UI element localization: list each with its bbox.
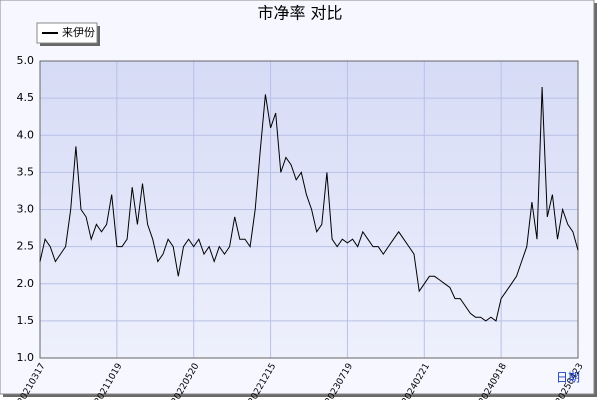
chart-title: 市净率 对比	[257, 4, 342, 23]
plot-border	[39, 60, 579, 359]
y-tick-label: 3.5	[17, 165, 35, 178]
y-tick-label: 2.5	[17, 240, 35, 253]
y-tick-label: 5.0	[17, 54, 35, 67]
line-series	[39, 86, 579, 322]
legend-box	[36, 22, 98, 44]
y-tick-label: 2.0	[17, 277, 35, 290]
x-axis-label: 日期	[556, 371, 580, 385]
y-tick-label: 3.0	[17, 203, 35, 216]
y-tick-label: 1.5	[17, 314, 35, 327]
legend-label: 来伊份	[62, 26, 95, 39]
y-tick-label: 4.5	[17, 91, 35, 104]
y-tick-label: 4.0	[17, 128, 35, 141]
y-tick-label: 1.0	[17, 351, 35, 364]
